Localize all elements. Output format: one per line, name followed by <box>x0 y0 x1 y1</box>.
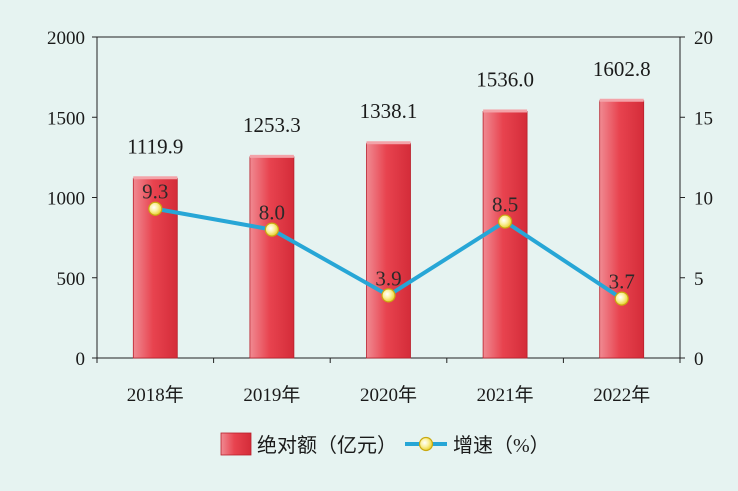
legend-bar-swatch <box>220 432 252 456</box>
bar <box>366 142 411 359</box>
bar-value-label: 1338.1 <box>360 99 418 123</box>
legend-line-label: 增速（%） <box>453 434 550 457</box>
right-axis-tick-label: 10 <box>694 189 713 210</box>
bar-value-label: 1536.0 <box>476 67 534 91</box>
growth-value-label: 3.9 <box>375 266 401 290</box>
growth-value-label: 9.3 <box>142 180 168 204</box>
bar <box>249 156 295 359</box>
x-axis-tick-label: 2020年 <box>360 384 417 406</box>
right-axis-tick-label: 20 <box>694 28 713 49</box>
bar <box>599 100 645 359</box>
bar-top-cap <box>249 154 294 158</box>
growth-marker <box>614 291 629 306</box>
bar-top-cap <box>599 98 644 102</box>
left-axis-tick-label: 2000 <box>47 28 85 49</box>
x-axis-tick-label: 2019年 <box>243 384 300 406</box>
bar <box>482 111 528 359</box>
x-axis-tick-label: 2022年 <box>593 384 650 406</box>
bar-value-label: 1253.3 <box>243 113 301 137</box>
bar-top-cap <box>366 141 411 145</box>
left-axis-tick-label: 1500 <box>47 108 85 129</box>
right-axis-tick-label: 5 <box>694 269 704 290</box>
left-axis-tick-label: 500 <box>57 269 86 290</box>
growth-marker <box>381 288 396 303</box>
bar-top-cap <box>133 176 178 180</box>
legend-line-marker <box>418 436 434 452</box>
right-axis-tick-label: 15 <box>694 108 713 129</box>
right-axis-tick-label: 0 <box>694 349 704 370</box>
x-axis-tick-label: 2021年 <box>477 384 534 406</box>
x-axis-tick-label: 2018年 <box>127 384 184 406</box>
growth-value-label: 3.7 <box>609 270 635 294</box>
bar-value-label: 1602.8 <box>593 57 651 81</box>
growth-marker <box>498 214 513 229</box>
growth-marker <box>148 201 163 216</box>
legend-bar-label: 绝对额（亿元） <box>257 434 397 457</box>
bar-value-label: 1119.9 <box>127 134 183 158</box>
bar-top-cap <box>483 109 528 113</box>
growth-value-label: 8.0 <box>259 201 285 225</box>
growth-value-label: 8.5 <box>492 193 518 217</box>
left-axis-tick-label: 1000 <box>47 189 85 210</box>
left-axis-tick-label: 0 <box>76 349 86 370</box>
growth-marker <box>264 222 279 237</box>
